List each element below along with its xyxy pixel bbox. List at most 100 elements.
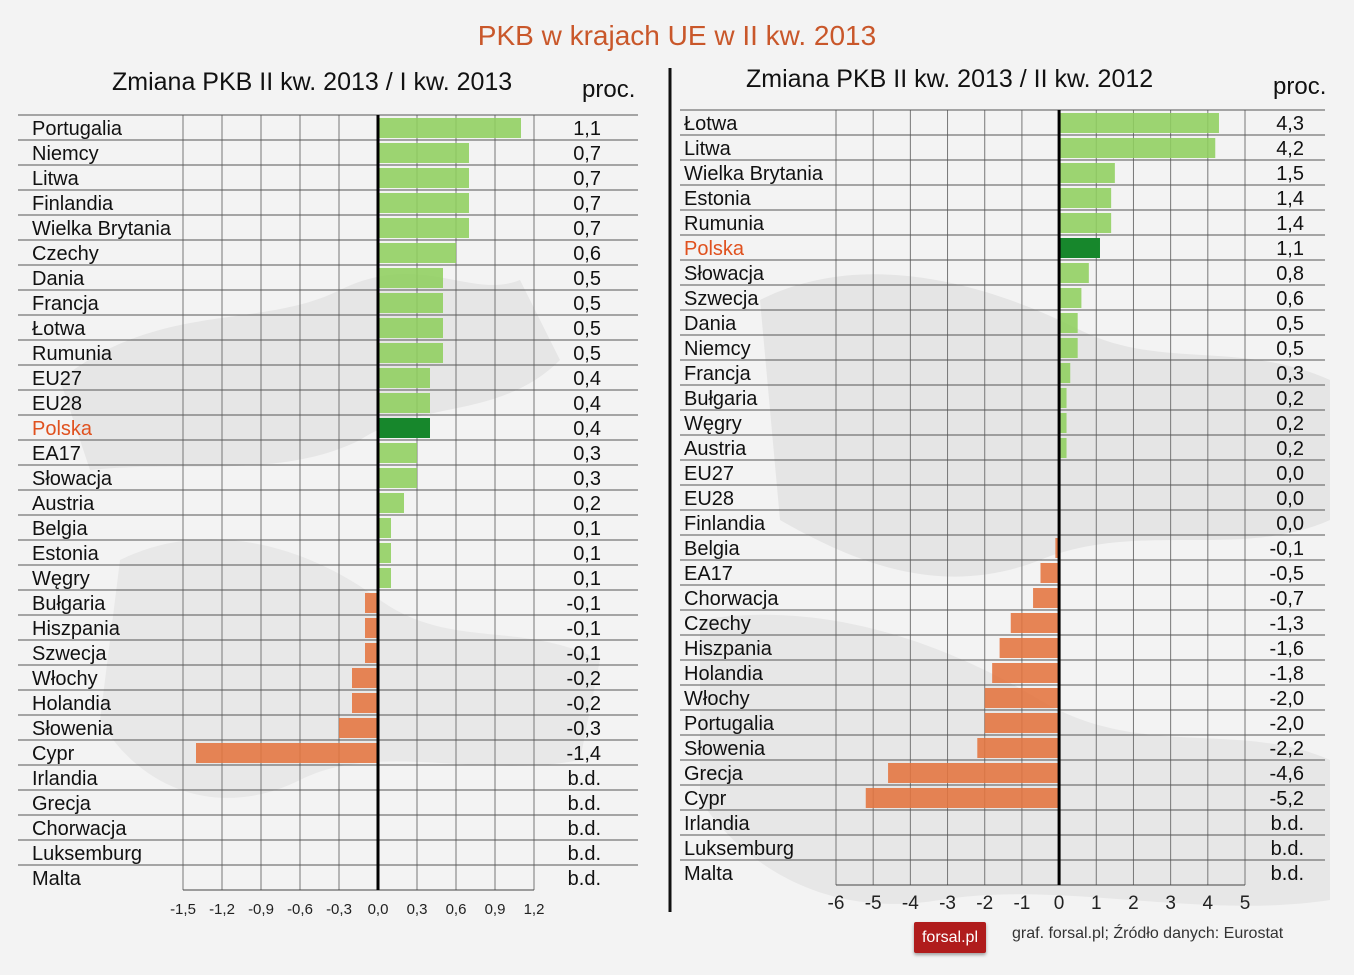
- value-label: 0,5: [573, 293, 601, 315]
- bar-0-1: [378, 143, 469, 163]
- forsal-logo: forsal.pl: [914, 922, 986, 953]
- value-label: 0,6: [573, 243, 601, 265]
- category-label: Austria: [684, 438, 747, 460]
- value-label: 0,5: [1276, 338, 1304, 360]
- value-label: b.d.: [1271, 863, 1304, 885]
- x-tick-label: -4: [902, 893, 919, 914]
- category-label: Holandia: [32, 693, 112, 715]
- value-label: 0,2: [573, 493, 601, 515]
- category-label: Belgia: [32, 518, 88, 540]
- category-label: Cypr: [684, 788, 727, 810]
- bar-0-5: [378, 243, 456, 263]
- category-label: Litwa: [32, 168, 80, 190]
- value-label: -0,1: [567, 593, 601, 615]
- value-label: 0,5: [573, 343, 601, 365]
- bar-0-19: [365, 593, 378, 613]
- bar-1-9: [1059, 338, 1078, 358]
- value-label: 0,7: [573, 218, 601, 240]
- category-label: Bułgaria: [684, 388, 758, 410]
- x-tick-label: -5: [865, 893, 882, 914]
- category-label: Holandia: [684, 663, 764, 685]
- x-tick-label: -1,2: [209, 901, 235, 918]
- category-label: Szwecja: [32, 643, 107, 665]
- value-label: -2,0: [1270, 713, 1304, 735]
- value-label: 0,7: [573, 193, 601, 215]
- value-label: b.d.: [568, 793, 601, 815]
- category-label: Słowenia: [684, 738, 766, 760]
- category-label: Włochy: [684, 688, 750, 710]
- value-label: 0,0: [1276, 488, 1304, 510]
- value-label: 0,2: [1276, 413, 1304, 435]
- bar-1-23: [984, 688, 1060, 708]
- category-label: Łotwa: [32, 318, 86, 340]
- category-label: Estonia: [32, 543, 100, 565]
- value-label: -0,2: [567, 693, 601, 715]
- bar-0-13: [378, 443, 417, 463]
- value-label: 4,3: [1276, 113, 1304, 135]
- category-label: Estonia: [684, 188, 752, 210]
- category-label: Finlandia: [684, 513, 766, 535]
- category-label: Malta: [32, 868, 82, 890]
- category-label: Słowacja: [32, 468, 113, 490]
- category-label: Włochy: [32, 668, 98, 690]
- category-label: Słowacja: [684, 263, 765, 285]
- value-label: 0,8: [1276, 263, 1304, 285]
- value-label: 0,6: [1276, 288, 1304, 310]
- bar-1-27: [865, 788, 1060, 808]
- bar-1-26: [888, 763, 1060, 783]
- bar-0-21: [365, 643, 378, 663]
- category-label: EU28: [32, 393, 82, 415]
- category-label: Irlandia: [684, 813, 750, 835]
- value-label: b.d.: [1271, 838, 1304, 860]
- category-label: Francja: [684, 363, 752, 385]
- value-label: -0,1: [1270, 538, 1304, 560]
- category-label: Dania: [32, 268, 85, 290]
- bar-0-15: [378, 493, 404, 513]
- value-label: -4,6: [1270, 763, 1304, 785]
- x-tick-label: -0,3: [326, 901, 352, 918]
- category-label: Polska: [32, 418, 93, 440]
- bar-0-2: [378, 168, 469, 188]
- category-label: EU27: [32, 368, 82, 390]
- bar-1-6: [1059, 263, 1089, 283]
- category-label: Litwa: [684, 138, 732, 160]
- category-label: Niemcy: [684, 338, 751, 360]
- bar-0-6: [378, 268, 443, 288]
- bar-1-21: [999, 638, 1060, 658]
- category-label: Chorwacja: [32, 818, 127, 840]
- value-label: -0,2: [567, 668, 601, 690]
- bar-1-4: [1059, 213, 1112, 233]
- bar-1-10: [1059, 363, 1071, 383]
- value-label: 1,1: [573, 118, 601, 140]
- bar-1-3: [1059, 188, 1112, 208]
- category-label: Słowenia: [32, 718, 114, 740]
- category-label: Hiszpania: [32, 618, 121, 640]
- x-tick-label: 0,6: [446, 901, 467, 918]
- bar-0-23: [352, 693, 378, 713]
- category-label: Węgry: [32, 568, 90, 590]
- category-label: EA17: [32, 443, 81, 465]
- bar-1-2: [1059, 163, 1115, 183]
- value-label: b.d.: [1271, 813, 1304, 835]
- x-tick-label: 0,0: [368, 901, 389, 918]
- bar-1-12: [1059, 413, 1067, 433]
- category-label: Belgia: [684, 538, 740, 560]
- bar-1-13: [1059, 438, 1067, 458]
- category-label: Czechy: [32, 243, 99, 265]
- bar-0-12: [378, 418, 430, 438]
- x-tick-label: 0,9: [485, 901, 506, 918]
- category-label: Portugalia: [684, 713, 775, 735]
- bar-0-11: [378, 393, 430, 413]
- value-label: 0,5: [573, 268, 601, 290]
- category-label: Finlandia: [32, 193, 114, 215]
- bar-0-16: [378, 518, 391, 538]
- bar-0-3: [378, 193, 469, 213]
- value-label: -2,2: [1270, 738, 1304, 760]
- bar-1-1: [1059, 138, 1216, 158]
- value-label: 0,3: [1276, 363, 1304, 385]
- bar-0-25: [196, 743, 378, 763]
- category-label: Austria: [32, 493, 95, 515]
- category-label: Grecja: [32, 793, 92, 815]
- bar-1-24: [984, 713, 1060, 733]
